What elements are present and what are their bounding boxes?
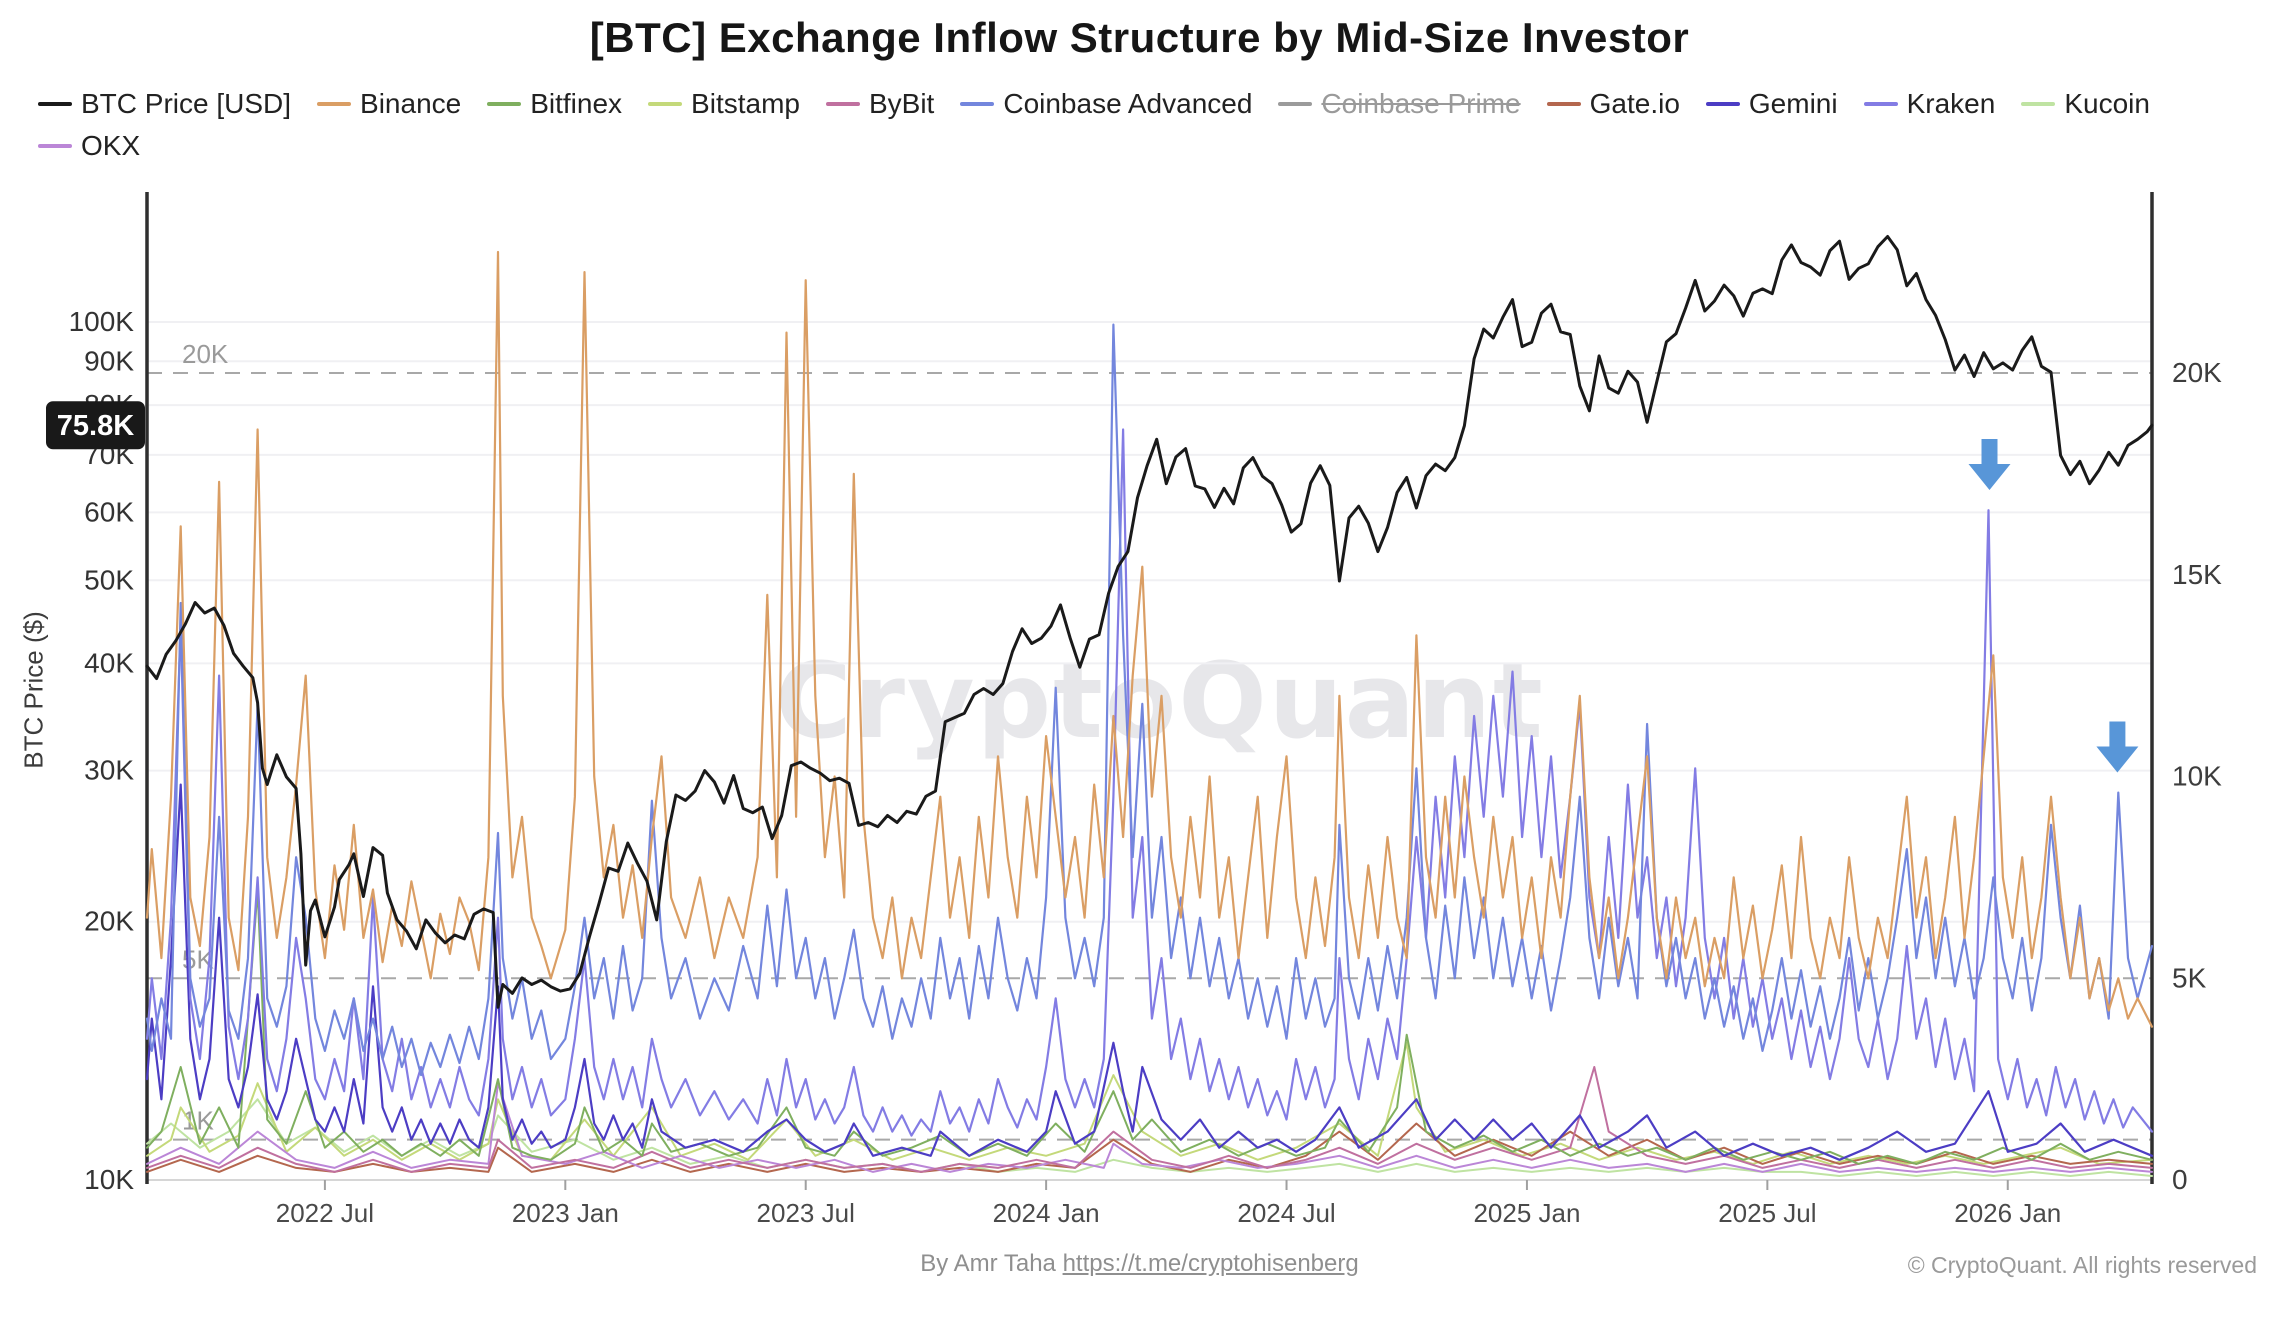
legend-item-label: Bitfinex <box>530 88 623 119</box>
series-line-okx <box>146 1082 2153 1173</box>
legend-swatch-icon <box>1546 102 1581 106</box>
right-axis-tick-label: 10K <box>2172 761 2222 792</box>
legend-item-kucoin[interactable]: Kucoin <box>2021 88 2150 120</box>
legend-item-label: Kraken <box>1906 88 1996 119</box>
legend-swatch-icon <box>38 102 72 106</box>
legend-item-label: Coinbase Prime <box>1321 88 1521 119</box>
legend-item-label: Coinbase Advanced <box>1003 88 1253 119</box>
series-line-kraken <box>145 428 2154 1137</box>
legend-item-okx[interactable]: OKX <box>38 130 140 162</box>
page-title: [BTC] Exchange Inflow Structure by Mid-S… <box>589 14 1690 61</box>
x-axis-tick-label: 2023 Jan <box>512 1198 619 1228</box>
legend-item-label: Gemini <box>1748 88 1838 119</box>
legend-item-gateio[interactable]: Gate.io <box>1546 88 1680 120</box>
legend-row: BTC Price [USD] Binance Bitfinex Bitstamp By… <box>38 88 2249 120</box>
left-axis-tick-label: 20K <box>84 906 134 937</box>
x-axis-tick-label: 2025 Jul <box>1718 1198 1816 1228</box>
legend-item-bybit[interactable]: ByBit <box>825 88 935 120</box>
x-axis-tick-label: 2024 Jan <box>993 1198 1100 1228</box>
threshold-label: 1K <box>182 1106 214 1136</box>
legend-item-label: Bitstamp <box>691 88 800 119</box>
legend-swatch-icon <box>960 102 995 106</box>
left-axis-tick-label: 60K <box>84 496 134 527</box>
legend-swatch-icon <box>1278 102 1313 106</box>
footer-copyright: © CryptoQuant. All rights reserved <box>1907 1252 2257 1278</box>
legend-swatch-icon <box>825 102 860 106</box>
legend-item-btc-price[interactable]: BTC Price [USD] <box>38 88 291 120</box>
right-axis-tick-label: 0 <box>2172 1164 2188 1195</box>
legend-item-coinbase-prime[interactable]: Coinbase Prime <box>1278 88 1521 120</box>
series-line-gemini <box>145 783 2154 1161</box>
legend-item-label: Binance <box>360 88 462 119</box>
legend-swatch-icon <box>2021 102 2056 106</box>
legend-row: OKX <box>38 130 2249 162</box>
left-axis-title: BTC Price ($) <box>18 611 49 769</box>
left-axis-tick-label: 90K <box>84 345 134 376</box>
series-line-bitfinex <box>146 888 2153 1165</box>
right-axis-tick-label: 15K <box>2172 559 2222 590</box>
legend-item-label: Gate.io <box>1589 88 1680 119</box>
legend-item-label: BTC Price [USD] <box>81 88 292 119</box>
legend-item-bitstamp[interactable]: Bitstamp <box>648 88 800 120</box>
legend-item-kraken[interactable]: Kraken <box>1863 88 1996 120</box>
x-axis-tick-label: 2022 Jul <box>276 1198 374 1228</box>
left-axis-tick-label: 30K <box>84 755 134 786</box>
right-axis-tick-label: 20K <box>2172 357 2222 388</box>
legend-swatch-icon <box>1863 102 1898 106</box>
series-line-btc-price <box>145 235 2154 1009</box>
annotation-arrow-down-icon <box>2096 721 2139 773</box>
credit-author: By Amr Taha <box>920 1250 1063 1277</box>
series-line-binance <box>145 250 2154 1028</box>
legend-swatch-icon <box>487 102 522 106</box>
legend-item-label: Kucoin <box>2064 88 2150 119</box>
legend-item-label: ByBit <box>868 88 935 119</box>
legend-item-binance[interactable]: Binance <box>317 88 461 120</box>
left-axis-tick-label: 50K <box>84 564 134 595</box>
legend-item-label: OKX <box>81 130 141 161</box>
x-axis-tick-label: 2025 Jan <box>1473 1198 1580 1228</box>
legend-item-bitfinex[interactable]: Bitfinex <box>487 88 622 120</box>
legend-swatch-icon <box>648 102 683 106</box>
current-price-badge <box>46 401 145 450</box>
left-axis-tick-label: 100K <box>69 306 135 337</box>
legend-swatch-icon <box>1705 102 1740 106</box>
x-axis-tick-label: 2023 Jul <box>757 1198 855 1228</box>
right-axis-tick-label: 5K <box>2172 962 2207 993</box>
left-axis-tick-label: 40K <box>84 647 134 678</box>
footer-credit: By Amr Taha https://t.me/cryptohisenberg <box>920 1250 1358 1278</box>
x-axis-tick-label: 2024 Jul <box>1237 1198 1335 1228</box>
legend: BTC Price [USD] Binance Bitfinex Bitstamp By… <box>38 88 2249 162</box>
legend-item-gemini[interactable]: Gemini <box>1705 88 1838 120</box>
series-line-bybit <box>146 1066 2153 1173</box>
left-axis-tick-label: 10K <box>84 1164 134 1195</box>
credit-link[interactable]: https://t.me/cryptohisenberg <box>1062 1250 1359 1277</box>
x-axis-tick-label: 2026 Jan <box>1954 1198 2061 1228</box>
series-line-gateio <box>146 1122 2153 1173</box>
current-price-badge-label: 75.8K <box>57 410 134 442</box>
legend-swatch-icon <box>38 144 72 148</box>
legend-item-coinbase-advanced[interactable]: Coinbase Advanced <box>960 88 1252 120</box>
series-line-coinbase-advanced <box>145 323 2154 1077</box>
annotation-arrow-down-icon <box>1968 439 2011 490</box>
legend-swatch-icon <box>317 102 352 106</box>
threshold-label: 20K <box>182 339 229 369</box>
